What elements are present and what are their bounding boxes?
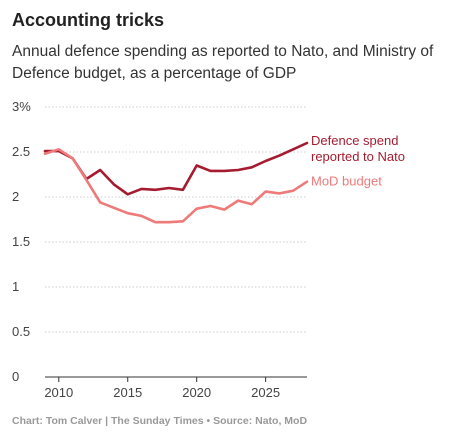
x-tick-label: 2015 xyxy=(113,385,142,400)
series-lines xyxy=(43,141,309,224)
chart-footer: Chart: Tom Calver | The Sunday Times • S… xyxy=(12,415,308,427)
x-tick-label: 2025 xyxy=(251,385,280,400)
chart-subtitle: Annual defence spending as reported to N… xyxy=(12,43,434,82)
x-axis-ticks: 2010 2015 2020 2025 xyxy=(44,377,280,400)
y-tick-label: 3% xyxy=(12,99,31,114)
series-line-nato xyxy=(43,141,309,196)
gridlines xyxy=(45,106,307,378)
y-axis-ticks: 0 0.5 1 1.5 2 2.5 3% xyxy=(12,99,31,384)
series-label-nato: Defence spend reported to Nato xyxy=(311,133,405,164)
y-tick-label: 1 xyxy=(12,279,19,294)
y-tick-label: 2.5 xyxy=(12,144,30,159)
series-line-mod-budget xyxy=(43,148,309,224)
y-tick-label: 0 xyxy=(12,369,19,384)
series-labels: Defence spend reported to Nato MoD budget xyxy=(311,133,405,189)
chart-title: Accounting tricks xyxy=(12,10,165,30)
y-tick-label: 2 xyxy=(12,189,19,204)
y-tick-label: 1.5 xyxy=(12,234,30,249)
y-tick-label: 0.5 xyxy=(12,324,30,339)
series-label-mod-budget: MoD budget xyxy=(311,174,382,189)
x-tick-label: 2020 xyxy=(182,385,211,400)
x-tick-label: 2010 xyxy=(44,385,73,400)
